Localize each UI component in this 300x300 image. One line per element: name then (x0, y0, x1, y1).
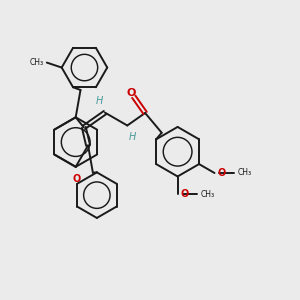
Text: O: O (218, 168, 226, 178)
Text: CH₃: CH₃ (237, 169, 251, 178)
Text: O: O (126, 88, 136, 98)
Text: O: O (73, 174, 81, 184)
Text: O: O (181, 189, 189, 199)
Text: CH₃: CH₃ (200, 190, 214, 199)
Text: CH₃: CH₃ (30, 58, 44, 67)
Text: H: H (95, 96, 103, 106)
Text: H: H (128, 132, 136, 142)
